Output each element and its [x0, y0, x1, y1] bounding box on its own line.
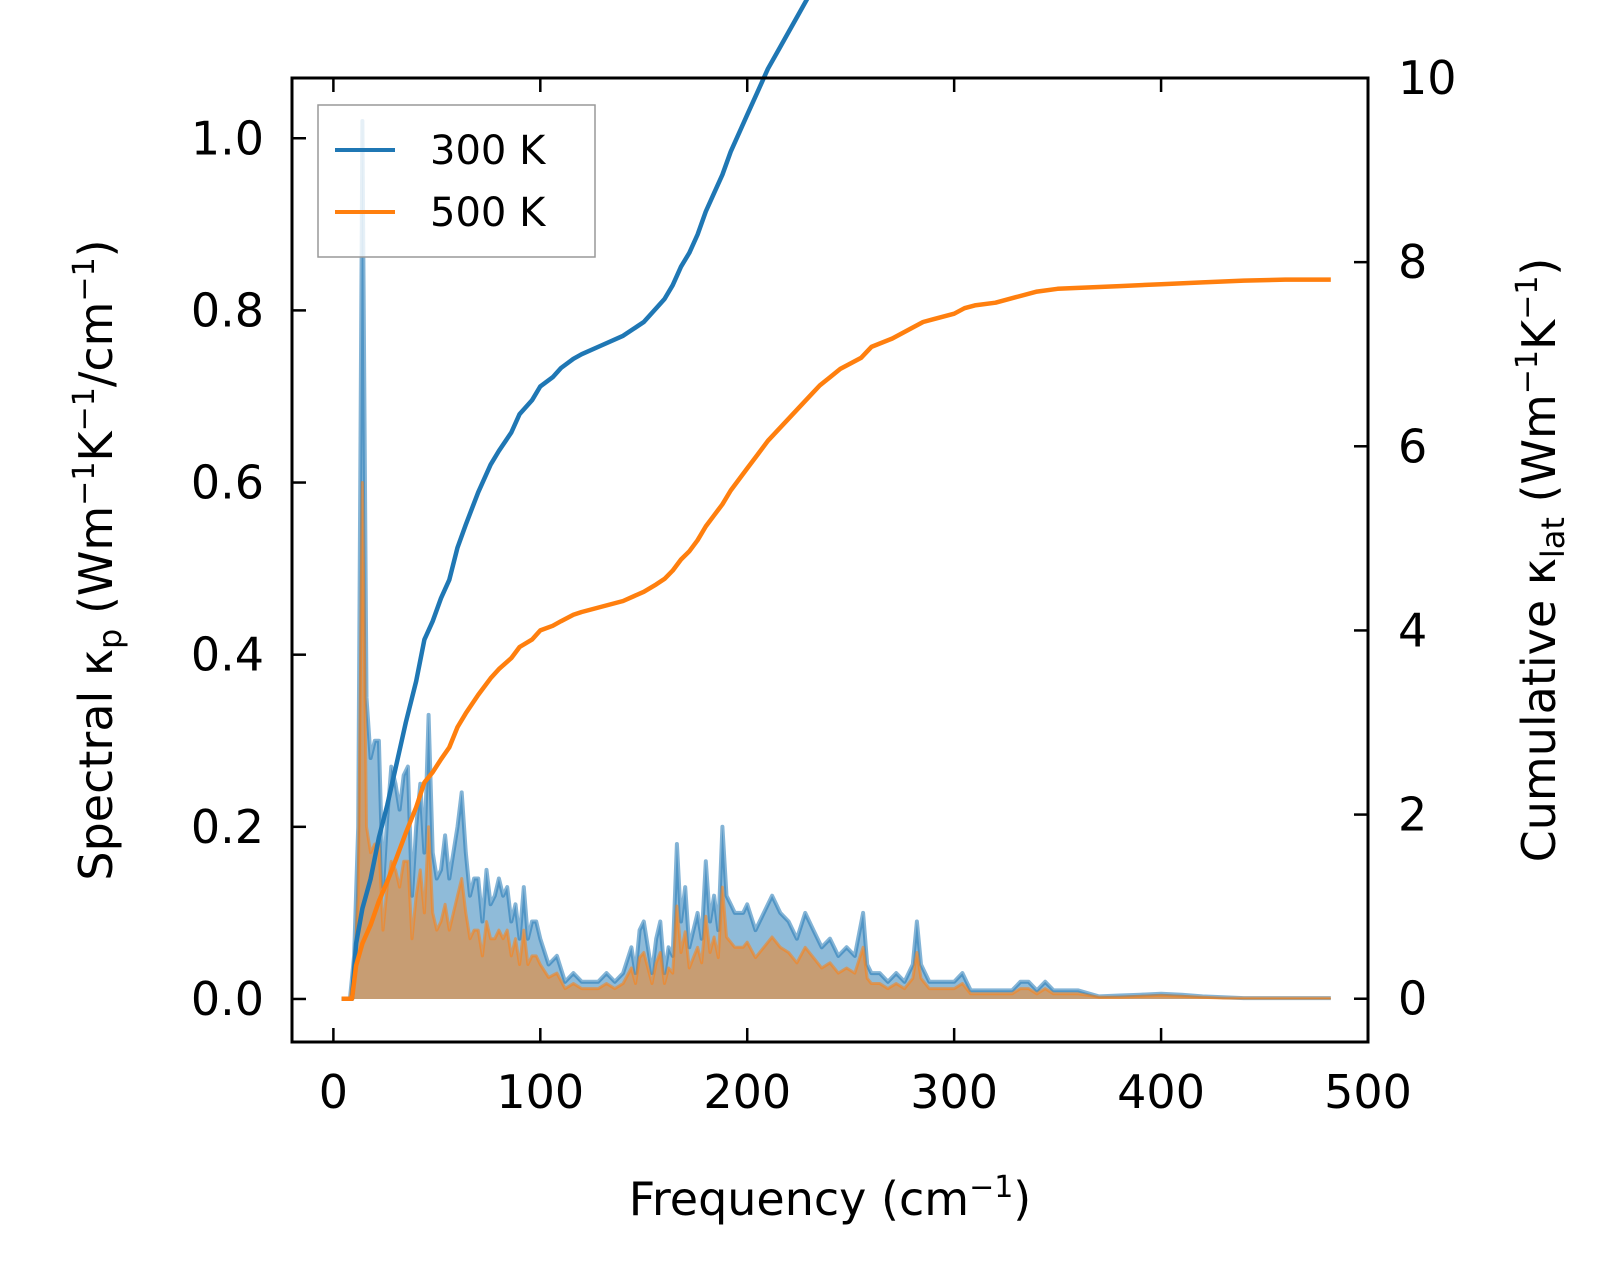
x-tick-label: 500 [1324, 1065, 1412, 1119]
cumulative-line-300k [341, 0, 810, 1001]
y-left-tick-label: 0.4 [191, 628, 264, 682]
y-right-tick-label: 8 [1398, 235, 1427, 289]
legend-box [317, 104, 596, 258]
y-right-tick-label: 10 [1398, 51, 1457, 105]
y-right-tick-label: 4 [1398, 603, 1427, 657]
ticks-layer: 0 100 200 300 400 500 0.0 0.2 0.4 0.6 0.8 1.0 0 2 4 6 8 1… [191, 51, 1457, 1119]
x-axis-label: Frequency (cm−1) [629, 1170, 1032, 1226]
spectral-area-500k [341, 482, 1331, 999]
x-axis-label-close: ) [1013, 1172, 1031, 1226]
y-right-tick-label: 6 [1398, 419, 1427, 473]
cumulative-line-500k [341, 277, 1331, 1001]
legend: 300 K 500 K [317, 104, 596, 258]
x-tick-label: 300 [910, 1065, 998, 1119]
x-tick-label: 200 [703, 1065, 791, 1119]
x-tick-label: 0 [319, 1065, 348, 1119]
plot-frame [290, 76, 1370, 1044]
series-layer [341, 0, 1331, 1001]
y-left-tick-label: 0.0 [191, 972, 264, 1026]
x-axis-label-exp: −1 [969, 1170, 1013, 1205]
y-axis-left-label: Spectral κp (Wm−1K−1/cm−1) [67, 239, 129, 880]
spectral-line-300k [341, 119, 1331, 1001]
y-left-tick-label: 0.8 [191, 283, 264, 337]
x-tick-label: 100 [496, 1065, 584, 1119]
spectral-area-300k [341, 121, 1331, 999]
x-tick-label: 400 [1117, 1065, 1205, 1119]
spectral-line-500k [341, 481, 1331, 1001]
y-right-tick-label: 2 [1398, 788, 1427, 842]
legend-label-500k: 500 K [430, 190, 547, 236]
y-left-tick-label: 1.0 [191, 111, 264, 165]
y-left-tick-label: 0.6 [191, 456, 264, 510]
x-axis-label-text: Frequency (cm [629, 1172, 969, 1226]
y-axis-right-label: Cumulative κlat (Wm−1K−1) [1510, 258, 1572, 863]
y-right-tick-label: 0 [1398, 972, 1427, 1026]
y-left-tick-label: 0.2 [191, 800, 264, 854]
legend-label-300k: 300 K [430, 128, 547, 174]
